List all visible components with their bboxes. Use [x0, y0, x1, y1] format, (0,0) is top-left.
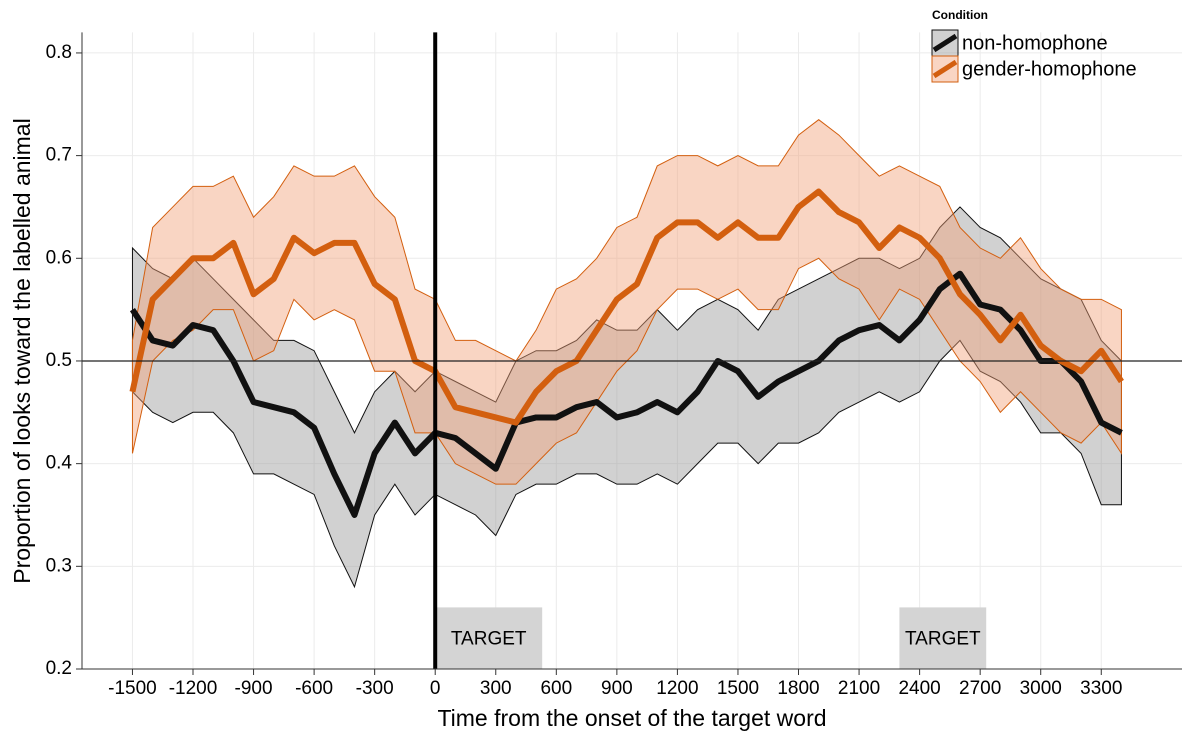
y-tick-label: 0.3 [46, 555, 72, 576]
y-tick-label: 0.5 [46, 350, 72, 371]
region-label: TARGET [451, 628, 527, 649]
x-tick-label: -900 [235, 678, 273, 699]
x-tick-label: 1800 [777, 678, 819, 699]
x-tick-label: 3000 [1020, 678, 1062, 699]
x-tick-label: 1500 [717, 678, 759, 699]
x-tick-label: 300 [480, 678, 512, 699]
y-tick-label: 0.4 [46, 453, 73, 474]
x-tick-label: 2700 [959, 678, 1001, 699]
legend-key-line [932, 59, 958, 79]
x-tick-label: 1200 [656, 678, 698, 699]
x-tick-label: 900 [601, 678, 633, 699]
confidence-band [131, 206, 1122, 589]
region-label: TARGET [905, 628, 981, 649]
legend-label: gender-homophone [962, 58, 1137, 80]
target-region [435, 607, 543, 669]
legend-key-line [932, 33, 958, 53]
series-line [129, 270, 1123, 518]
target-region [899, 607, 987, 669]
bands [131, 119, 1122, 589]
x-axis-title: Time from the onset of the target word [437, 705, 826, 731]
lines [82, 32, 1182, 669]
x-tick-label: 3300 [1080, 678, 1122, 699]
x-tick-label: -1200 [169, 678, 218, 699]
x-tick-label: 0 [430, 678, 441, 699]
y-axis-title: Proportion of looks toward the labelled … [9, 118, 35, 583]
x-tick-label: -1500 [108, 678, 157, 699]
x-tick-label: 2100 [838, 678, 880, 699]
y-tick-label: 0.7 [46, 145, 72, 166]
legend-label: non-homophone [962, 32, 1108, 54]
legend-title: Condition [932, 8, 988, 22]
axes: -1500 -1200 -900 -600 -300 0 300 600 900 1200 1500… [46, 32, 1182, 699]
x-tick-label: -300 [356, 678, 394, 699]
x-tick-label: 2400 [898, 678, 940, 699]
series-line [129, 188, 1124, 426]
x-tick-label: 600 [540, 678, 572, 699]
y-tick-label: 0.8 [46, 42, 72, 63]
x-tick-label: -600 [295, 678, 333, 699]
y-tick-label: 0.6 [46, 247, 72, 268]
legend: Condition non-homophone gender-homophone [931, 8, 1137, 83]
confidence-band [131, 119, 1122, 485]
y-tick-label: 0.2 [46, 658, 72, 679]
